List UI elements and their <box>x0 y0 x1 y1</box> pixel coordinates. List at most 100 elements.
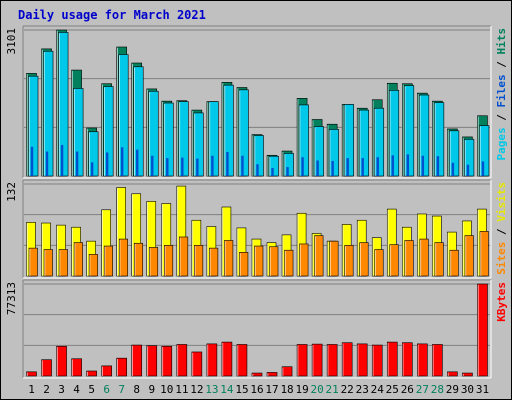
x-tick-label: 10 <box>160 383 173 396</box>
bar-kbytes-day-11 <box>176 344 188 377</box>
chart-panels: 3101 Pages / Files / Hits 132 Sites / Visit… <box>5 25 508 379</box>
x-tick-label: 22 <box>341 383 354 396</box>
bar-kbytes-day-3 <box>56 345 67 377</box>
bar-sites-day-8 <box>133 242 144 277</box>
x-tick-label: 21 <box>326 383 339 396</box>
x-tick-label: 19 <box>295 383 308 396</box>
bar-files-day-18 <box>283 153 294 177</box>
bar-pages-day-5 <box>90 162 94 176</box>
legend-kbytes: KBytes <box>495 282 508 322</box>
bar-pages-day-21 <box>331 160 334 176</box>
legend-part-hits-3: / <box>495 55 508 75</box>
panel-visits: 132 Sites / Visits <box>5 179 508 279</box>
bars-kbytes <box>26 283 488 377</box>
x-tick-label: 29 <box>446 383 459 396</box>
bar-files-day-28 <box>434 102 445 177</box>
bar-sites-day-16 <box>254 245 264 277</box>
legend-hits: Pages / Files / Hits <box>495 28 508 161</box>
bar-files-day-29 <box>449 130 460 177</box>
bar-kbytes-day-8 <box>131 344 143 377</box>
bar-kbytes-day-24 <box>371 344 383 377</box>
bar-files-day-19 <box>298 104 309 177</box>
bar-files-day-26 <box>404 85 415 177</box>
x-tick-label: 27 <box>416 383 429 396</box>
x-axis: 1 2 3 4 5 6 7 8 9 10 11 12 13 14 15 16 17 18 19 20 21 22 23 24 2… <box>28 383 489 396</box>
x-tick-label: 20 <box>311 383 324 396</box>
bar-sites-day-19 <box>299 243 309 277</box>
bar-files-day-21 <box>328 129 339 177</box>
bar-sites-day-20 <box>314 235 324 277</box>
x-tick-label: 6 <box>103 383 110 396</box>
bar-sites-day-3 <box>58 249 68 277</box>
bar-kbytes-day-14 <box>221 341 233 377</box>
bar-pages-day-14 <box>226 151 229 176</box>
legend-part-kbytes-0: KBytes <box>495 282 508 322</box>
bar-files-day-9 <box>148 90 159 177</box>
x-tick-label: 11 <box>175 383 188 396</box>
bar-files-day-14 <box>223 84 234 177</box>
bar-sites-day-25 <box>389 244 399 277</box>
bar-pages-day-28 <box>436 156 440 176</box>
bar-sites-day-30 <box>464 235 474 277</box>
bar-pages-day-6 <box>105 152 109 176</box>
bar-sites-day-10 <box>163 245 174 277</box>
bar-pages-day-7 <box>120 147 124 176</box>
bar-files-day-25 <box>388 90 400 177</box>
bar-kbytes-day-18 <box>281 366 293 377</box>
bar-sites-day-18 <box>284 249 294 277</box>
x-tick-label: 4 <box>73 383 80 396</box>
bar-pages-day-3 <box>60 144 64 176</box>
x-tick-label: 12 <box>190 383 203 396</box>
bar-sites-day-22 <box>344 245 354 277</box>
ymax-label-visits: 132 <box>5 182 18 202</box>
bar-sites-day-1 <box>28 247 38 277</box>
legend-visits: Sites / Visits <box>495 182 508 275</box>
bar-files-day-3 <box>58 32 69 177</box>
bar-pages-day-25 <box>391 155 394 176</box>
legend-part-visits-2: Visits <box>495 182 508 222</box>
x-tick-label: 26 <box>401 383 414 396</box>
bar-files-day-31 <box>479 125 490 177</box>
bar-pages-day-23 <box>361 158 364 176</box>
x-tick-label: 28 <box>431 383 444 396</box>
bar-files-day-6 <box>103 86 114 177</box>
bar-sites-day-5 <box>88 254 98 277</box>
bar-pages-day-30 <box>466 164 470 176</box>
bar-pages-day-18 <box>286 167 289 176</box>
x-tick-label: 1 <box>28 383 35 396</box>
bar-kbytes-day-22 <box>341 342 353 377</box>
bar-files-day-23 <box>358 109 370 177</box>
legend-part-visits-1: / <box>495 222 508 242</box>
bar-kbytes-day-6 <box>101 365 112 377</box>
x-tick-label: 15 <box>235 383 248 396</box>
bar-kbytes-day-19 <box>296 344 308 377</box>
bars-hits <box>26 29 490 177</box>
bar-sites-day-27 <box>419 238 429 277</box>
bar-kbytes-day-20 <box>311 343 323 377</box>
bar-pages-day-26 <box>406 154 410 176</box>
bar-sites-day-26 <box>404 240 414 277</box>
x-tick-label: 14 <box>220 383 234 396</box>
bar-files-day-20 <box>313 126 324 177</box>
bar-sites-day-14 <box>224 240 234 277</box>
chart-title: Daily usage for March 2021 <box>18 8 206 22</box>
bar-pages-day-24 <box>376 157 379 176</box>
bar-kbytes-day-25 <box>386 341 398 377</box>
bar-kbytes-day-21 <box>326 344 338 377</box>
bar-kbytes-day-16 <box>251 372 263 377</box>
bar-sites-day-24 <box>374 249 384 277</box>
bar-pages-day-4 <box>75 151 79 176</box>
x-tick-label: 3 <box>58 383 65 396</box>
x-tick-label: 31 <box>476 383 489 396</box>
bar-sites-day-23 <box>359 242 369 277</box>
legend-part-hits-1: / <box>495 108 508 128</box>
bar-sites-day-4 <box>73 242 83 277</box>
bar-kbytes-day-2 <box>41 359 52 377</box>
x-tick-label: 17 <box>265 383 278 396</box>
bar-pages-day-16 <box>256 164 259 176</box>
legend-part-hits-0: Pages <box>495 127 508 160</box>
legend-part-hits-2: Files <box>495 74 508 107</box>
bar-kbytes-day-31 <box>477 283 488 377</box>
bar-kbytes-day-13 <box>206 343 218 377</box>
